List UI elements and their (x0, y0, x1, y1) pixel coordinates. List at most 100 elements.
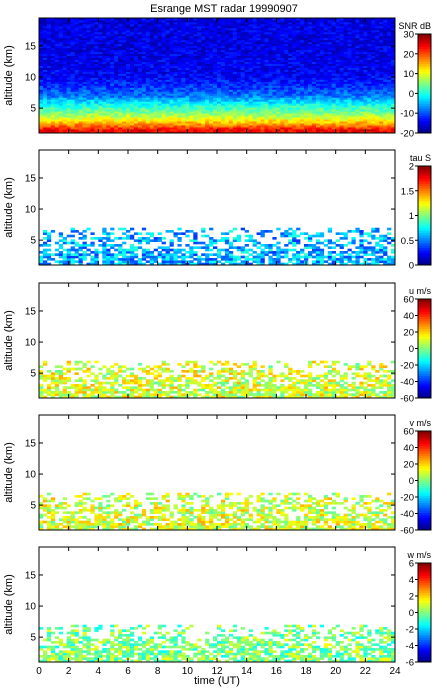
heatmap-cell (129, 107, 135, 110)
heatmap-cell (284, 129, 289, 132)
heatmap-cell (102, 65, 107, 68)
heatmap-cell (213, 41, 218, 45)
heatmap-cell (264, 41, 269, 45)
heatmap-cell (260, 41, 265, 45)
heatmap-cell (58, 18, 64, 21)
heatmap-cell (375, 125, 380, 128)
heatmap-cell (173, 81, 178, 84)
heatmap-cell (39, 49, 44, 53)
heatmap-cell (74, 99, 79, 102)
heatmap-cell (62, 87, 68, 90)
heatmap-cell (260, 107, 265, 110)
heatmap-cell (169, 65, 174, 68)
heatmap-cell (173, 105, 178, 108)
heatmap-cell (292, 115, 297, 118)
heatmap-cell (126, 121, 131, 124)
heatmap-cell (304, 87, 309, 90)
heatmap-cell (114, 39, 119, 43)
heatmap-cell (323, 123, 329, 126)
heatmap-cell (165, 99, 170, 102)
heatmap-cell (42, 31, 48, 35)
heatmap-cell (311, 43, 317, 47)
heatmap-cell (284, 101, 289, 104)
heatmap-cell (133, 49, 139, 53)
heatmap-cell (185, 41, 190, 45)
heatmap-cell (335, 111, 341, 114)
heatmap-cell (256, 97, 261, 100)
heatmap-cell (58, 41, 64, 45)
heatmap-cell (129, 103, 135, 106)
heatmap-cell (307, 71, 313, 74)
heatmap-cell (292, 79, 297, 82)
heatmap-cell (296, 63, 301, 66)
heatmap-cell (86, 57, 91, 61)
heatmap-cell (264, 55, 269, 59)
heatmap-cell (177, 75, 182, 78)
heatmap-cell (90, 119, 95, 122)
heatmap-cell (252, 19, 257, 23)
heatmap-cell (110, 119, 115, 122)
heatmap-cell (110, 123, 115, 126)
heatmap-cell (122, 125, 127, 128)
heatmap-cell (300, 55, 305, 59)
heatmap-cell (177, 49, 182, 53)
heatmap-cell (232, 109, 238, 112)
heatmap-cell (165, 41, 170, 45)
heatmap-cell (256, 33, 261, 37)
heatmap-cell (296, 47, 301, 51)
heatmap-cell (50, 87, 56, 90)
heatmap-cell (331, 18, 337, 21)
heatmap-cell (331, 67, 337, 70)
heatmap-cell (118, 95, 123, 98)
heatmap-cell (153, 121, 159, 124)
heatmap-cell (157, 51, 163, 55)
heatmap-cell (300, 73, 305, 76)
heatmap-cell (256, 99, 261, 102)
heatmap-cell (288, 53, 293, 57)
heatmap-cell (118, 51, 123, 55)
heatmap-cell (371, 97, 376, 100)
heatmap-cell (209, 83, 214, 86)
heatmap-cell (272, 99, 277, 102)
heatmap-cell (42, 87, 48, 90)
heatmap-cell (110, 111, 115, 114)
heatmap-cell (311, 69, 317, 72)
heatmap-cell (149, 101, 155, 104)
heatmap-cell (189, 93, 194, 96)
heatmap-cell (304, 47, 309, 51)
heatmap-cell (137, 73, 143, 76)
heatmap-cell (355, 65, 360, 68)
heatmap-cell (276, 27, 281, 31)
heatmap-cell (66, 45, 72, 49)
heatmap-cell (193, 129, 198, 132)
heatmap-cell (236, 91, 242, 94)
heatmap-cell (197, 49, 202, 53)
heatmap-cell (82, 93, 87, 96)
heatmap-cell (114, 75, 119, 78)
heatmap-cell (90, 18, 95, 21)
heatmap-cell (236, 18, 242, 21)
heatmap-cell (351, 95, 356, 98)
heatmap-cell (288, 29, 293, 33)
heatmap-cell (256, 19, 261, 23)
heatmap-cell (46, 87, 52, 90)
heatmap-cell (327, 105, 333, 108)
heatmap-cell (264, 131, 269, 134)
heatmap-cell (335, 47, 341, 51)
heatmap-cell (240, 53, 246, 57)
heatmap-cell (272, 125, 277, 128)
heatmap-cell (220, 43, 226, 47)
heatmap-cell (209, 61, 214, 64)
heatmap-cell (50, 93, 56, 96)
heatmap-cell (311, 59, 317, 63)
heatmap-cell (94, 49, 99, 53)
heatmap-cell (114, 63, 119, 66)
heatmap-cell (189, 37, 194, 41)
heatmap-cell (161, 59, 166, 63)
heatmap-cell (319, 103, 325, 106)
heatmap-cell (177, 115, 182, 118)
heatmap-cell (236, 53, 242, 57)
heatmap-cell (292, 119, 297, 122)
heatmap-cell (42, 65, 48, 68)
heatmap-cell (276, 123, 281, 126)
